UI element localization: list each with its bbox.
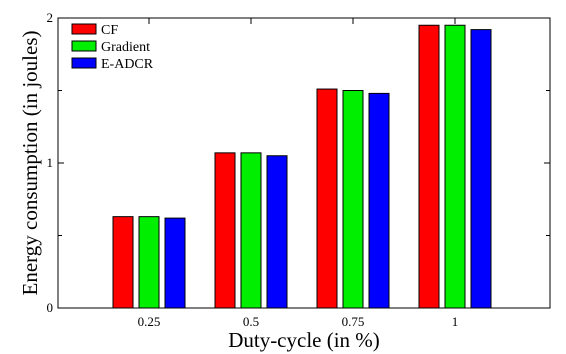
bar-e-adcr-1 bbox=[470, 29, 492, 309]
bar-cf-1 bbox=[418, 24, 440, 309]
legend-swatch bbox=[71, 40, 97, 52]
bar-e-adcr-0-25 bbox=[164, 217, 186, 309]
bar-gradient-1 bbox=[444, 24, 466, 309]
bar-cf-0-5 bbox=[214, 152, 236, 309]
x-tick-label: 0.25 bbox=[138, 314, 161, 329]
legend-label: E-ADCR bbox=[101, 57, 154, 72]
y-axis-label: Energy consumption (in joules) bbox=[18, 31, 42, 296]
bar-gradient-0-75 bbox=[342, 90, 364, 309]
x-tick-label: 0.5 bbox=[243, 314, 259, 329]
bar-e-adcr-0-5 bbox=[266, 155, 288, 309]
bar-gradient-0-5 bbox=[240, 152, 262, 309]
legend-label: Gradient bbox=[101, 40, 150, 55]
bar-gradient-0-25 bbox=[138, 216, 160, 309]
y-tick-labels: 0 1 2 bbox=[47, 10, 54, 315]
bar-e-adcr-0-75 bbox=[368, 92, 390, 309]
legend: CF Gradient E-ADCR bbox=[71, 23, 154, 72]
x-tick-labels: 0.25 0.5 0.75 1 bbox=[138, 314, 459, 329]
x-tick-label: 0.75 bbox=[342, 314, 365, 329]
legend-swatch bbox=[71, 23, 97, 35]
bars-group bbox=[112, 24, 492, 309]
x-axis-label: Duty-cycle (in %) bbox=[228, 328, 380, 352]
legend-label: CF bbox=[101, 23, 118, 38]
bar-cf-0-75 bbox=[316, 88, 338, 309]
legend-swatch bbox=[71, 57, 97, 69]
y-tick-label: 1 bbox=[47, 155, 54, 170]
y-tick-label: 0 bbox=[47, 300, 54, 315]
bar-cf-0-25 bbox=[112, 216, 134, 309]
y-tick-label: 2 bbox=[47, 10, 54, 25]
x-tick-label: 1 bbox=[452, 314, 459, 329]
